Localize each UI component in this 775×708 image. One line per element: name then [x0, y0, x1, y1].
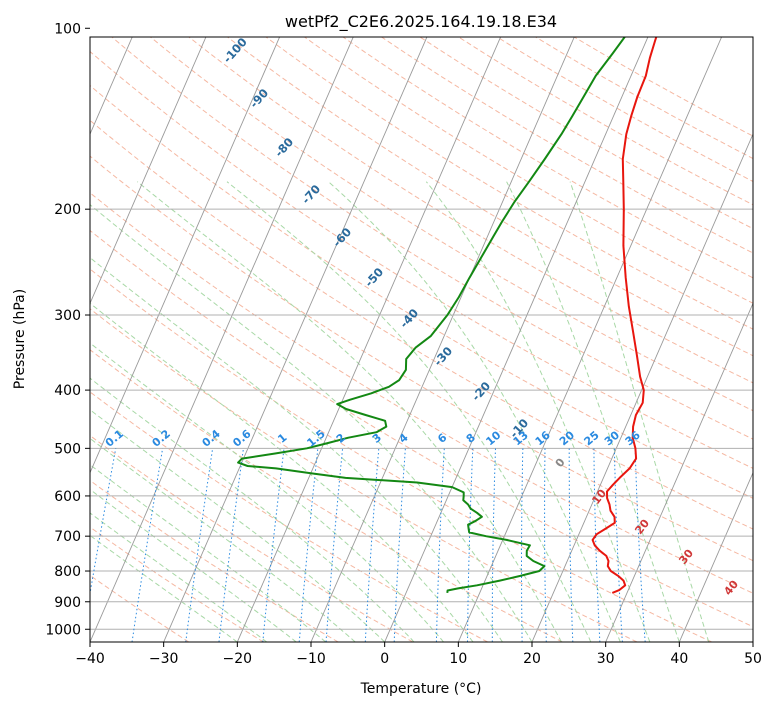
- isotherm-line: [752, 640, 753, 642]
- y-tick-label: 200: [54, 202, 81, 218]
- temperature-line: [591, 37, 658, 594]
- moist-adiabat-line: [90, 437, 356, 642]
- dry-adiabat-line: [188, 37, 753, 384]
- plot-background: [90, 37, 753, 642]
- isotherm-line: [0, 28, 62, 642]
- moist-adiabat-line: [90, 534, 238, 642]
- x-tick-label: −30: [149, 651, 179, 667]
- x-tick-label: 10: [449, 651, 467, 667]
- isotherm-line: [90, 37, 207, 305]
- y-tick-label: 1000: [45, 622, 81, 638]
- dry-adiabat-line: [90, 391, 488, 642]
- isotherm-line: [90, 37, 281, 474]
- moist-adiabat-line: [506, 181, 680, 642]
- chart-title: wetPf2_C2E6.2025.164.19.18.E34: [285, 12, 557, 32]
- x-tick-label: −40: [75, 651, 105, 667]
- x-tick-label: 0: [380, 651, 389, 667]
- y-tick-label: 400: [54, 383, 81, 399]
- traces: [237, 37, 658, 594]
- isotherm-line: [310, 37, 575, 642]
- dry-adiabat-line: [90, 526, 264, 642]
- moist-adiabat-line: [90, 409, 386, 642]
- mixing-ratio-line: [90, 448, 117, 597]
- isotherm-line: [531, 132, 753, 642]
- moist-adiabat-line: [90, 256, 503, 642]
- moist-adiabat-line: [328, 181, 621, 642]
- y-tick-label: 600: [54, 489, 81, 505]
- x-tick-label: 20: [523, 651, 541, 667]
- isotherm-line: [90, 37, 354, 642]
- background-lines: [0, 28, 753, 642]
- dry-adiabat-line: [90, 479, 339, 642]
- dewpoint-line: [237, 37, 626, 594]
- axes: −40 −30 −20 −10 0 10 20 30 40 50 100 200 300 400 500 60…: [45, 21, 762, 667]
- y-tick-label: 800: [54, 564, 81, 580]
- x-tick-label: 30: [597, 651, 615, 667]
- moist-adiabat-line: [90, 204, 533, 642]
- dry-adiabat-line: [90, 119, 753, 530]
- dry-adiabat-line: [149, 37, 753, 412]
- mixing-ratio-line: [218, 448, 244, 642]
- moist-adiabat-line: [136, 181, 562, 642]
- x-tick-label: 40: [670, 651, 688, 667]
- dry-adiabat-line: [90, 84, 753, 499]
- dry-adiabat-line: [90, 192, 753, 594]
- moist-adiabat-line: [90, 302, 474, 642]
- x-axis-label: Temperature (°C): [360, 681, 482, 697]
- x-tick-label: 50: [744, 651, 762, 667]
- x-tick-label: −20: [223, 651, 253, 667]
- y-tick-label: 500: [54, 441, 81, 457]
- isotherm-line: [605, 302, 753, 642]
- y-tick-label: 300: [54, 308, 81, 324]
- x-tick-label: −10: [296, 651, 326, 667]
- dry-adiabat-line: [111, 37, 753, 440]
- y-tick-label: 700: [54, 529, 81, 545]
- mixing-ratio-line: [185, 448, 214, 642]
- dry-adiabat-line: [90, 308, 638, 642]
- isotherm-line: [678, 471, 753, 642]
- y-axis-label: Pressure (hPa): [12, 289, 28, 389]
- dry-adiabat-line: [90, 349, 563, 642]
- moist-adiabat-line: [425, 181, 651, 642]
- isotherm-line: [236, 37, 502, 642]
- plot-frame: [89, 36, 754, 643]
- isotherm-line: [384, 37, 649, 642]
- y-tick-label: 100: [54, 21, 81, 37]
- dry-adiabat-line: [303, 37, 753, 304]
- mixing-ratio-line: [131, 448, 164, 642]
- dry-adiabat-line: [342, 37, 753, 279]
- isotherm-line: [90, 37, 133, 136]
- y-tick-label: 900: [54, 595, 81, 611]
- dry-adiabat-line: [90, 268, 712, 642]
- dry-adiabat-line: [90, 229, 753, 628]
- isotherm-line: [163, 37, 428, 642]
- moist-adiabat-line: [90, 488, 297, 642]
- moist-adiabat-line: [226, 181, 592, 642]
- moist-adiabat-line: [90, 377, 415, 642]
- moist-adiabat-line: [90, 512, 268, 642]
